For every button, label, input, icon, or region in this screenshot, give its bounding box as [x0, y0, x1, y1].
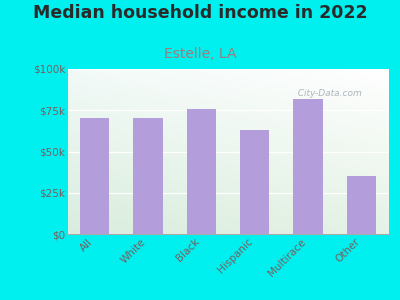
Text: City-Data.com: City-Data.com: [292, 89, 362, 98]
Bar: [347, 176, 376, 234]
Text: Estelle, LA: Estelle, LA: [164, 46, 236, 61]
Bar: [240, 130, 269, 234]
Bar: [187, 109, 216, 234]
Bar: [80, 118, 109, 234]
Text: Median household income in 2022: Median household income in 2022: [33, 4, 367, 22]
Bar: [293, 99, 323, 234]
Bar: [133, 118, 163, 234]
